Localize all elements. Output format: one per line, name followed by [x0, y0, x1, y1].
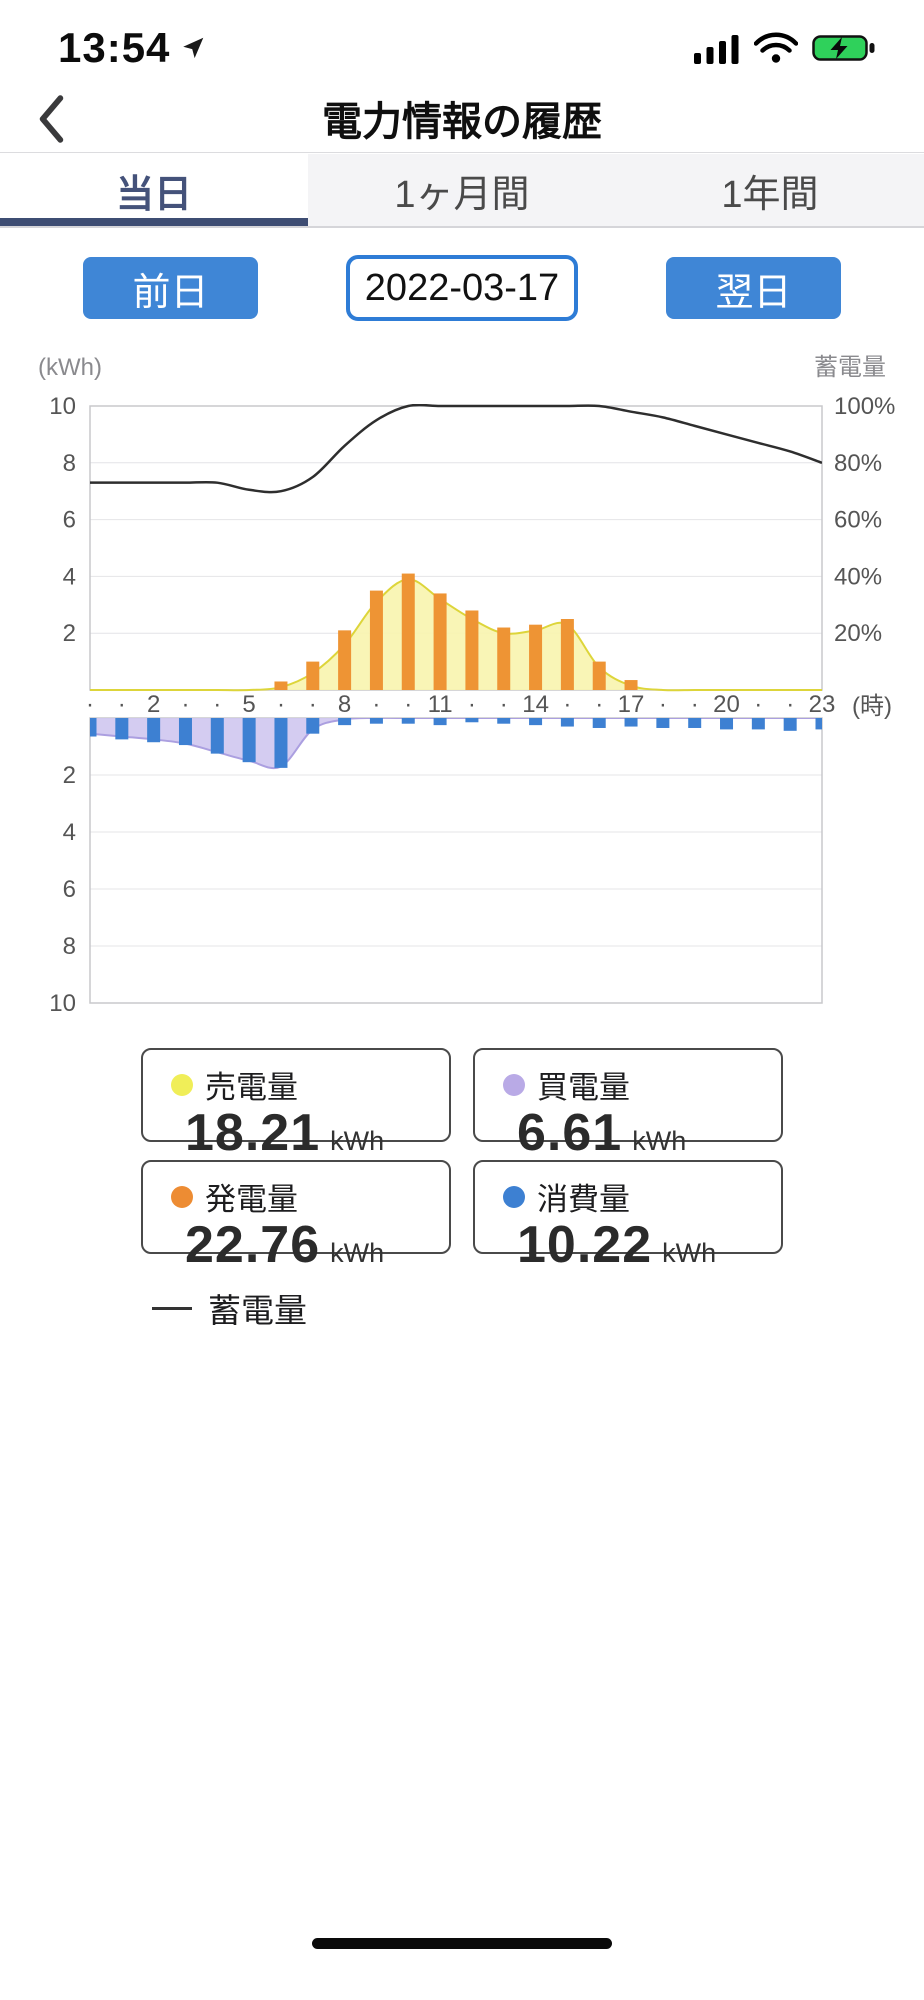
status-right [694, 32, 876, 64]
card-unit: kWh [330, 1126, 385, 1156]
card-value: 18.21 [185, 1104, 321, 1162]
svg-text:2: 2 [63, 762, 76, 789]
sold-dot-icon [171, 1073, 193, 1096]
card-value: 10.22 [517, 1216, 653, 1274]
card-value: 22.76 [185, 1216, 321, 1274]
svg-text:·: · [372, 691, 380, 718]
right-axis-title: 蓄電量 [814, 354, 886, 381]
series-sold-area [90, 578, 822, 692]
status-left: 13:54 [58, 24, 206, 72]
page-title: 電力情報の履歴 [322, 100, 602, 144]
svg-text:·: · [468, 691, 476, 718]
status-bar: 13:54 [0, 0, 924, 90]
prev-day-button[interactable]: 前日 [83, 257, 258, 319]
tab-bar: 当日 1ヶ月間 1年間 [0, 154, 924, 228]
series-consumption-bars [90, 718, 822, 768]
tab-one-month-label: 1ヶ月間 [394, 173, 530, 216]
svg-text:8: 8 [63, 450, 76, 477]
svg-text:20%: 20% [834, 620, 882, 647]
svg-text:2: 2 [147, 691, 160, 718]
svg-text:60%: 60% [834, 507, 882, 534]
tab-today-label: 当日 [115, 173, 192, 216]
svg-text:40%: 40% [834, 563, 882, 590]
generation-dot-icon [171, 1185, 193, 1208]
svg-text:2: 2 [63, 620, 76, 647]
svg-text:(時): (時) [852, 693, 892, 720]
svg-text:·: · [595, 691, 603, 718]
svg-text:·: · [500, 691, 508, 718]
consumption-dot-icon [503, 1185, 525, 1208]
left-axis-unit-label: (kWh) [38, 354, 102, 381]
card-unit: kWh [662, 1238, 717, 1268]
svg-text:·: · [86, 691, 94, 718]
battery-line-legend: 蓄電量 [152, 1284, 307, 1332]
svg-text:10: 10 [49, 990, 76, 1017]
summary-card-sold: 売電量 18.21 kWh [141, 1048, 451, 1162]
battery-line-icon [152, 1306, 192, 1310]
svg-text:20: 20 [713, 691, 740, 718]
svg-text:17: 17 [618, 691, 645, 718]
back-button[interactable] [26, 92, 76, 148]
purchased-dot-icon [503, 1073, 525, 1096]
svg-text:14: 14 [522, 691, 549, 718]
svg-text:·: · [182, 691, 190, 718]
card-value: 6.61 [517, 1104, 623, 1162]
svg-text:·: · [659, 691, 667, 718]
svg-text:·: · [754, 691, 762, 718]
status-time: 13:54 [58, 24, 171, 71]
summary-card-purchased: 買電量 6.61 kWh [473, 1048, 783, 1162]
svg-text:·: · [309, 691, 317, 718]
series-generation-bars [274, 573, 638, 690]
card-label: 消費量 [537, 1182, 630, 1217]
svg-text:4: 4 [63, 819, 76, 846]
location-icon [183, 37, 204, 59]
svg-text:8: 8 [338, 691, 351, 718]
tab-one-year[interactable]: 1年間 [616, 154, 924, 226]
svg-text:·: · [404, 691, 412, 718]
series-battery-line [90, 404, 822, 494]
date-input[interactable]: 2022-03-17 [346, 255, 578, 321]
card-label: 売電量 [205, 1070, 298, 1105]
battery-legend-label: 蓄電量 [208, 1292, 307, 1329]
next-day-button[interactable]: 翌日 [666, 257, 841, 319]
svg-text:4: 4 [63, 563, 76, 590]
svg-text:10: 10 [49, 393, 76, 420]
svg-text:·: · [118, 691, 126, 718]
card-label: 発電量 [205, 1182, 298, 1217]
svg-text:8: 8 [63, 933, 76, 960]
svg-text:6: 6 [63, 876, 76, 903]
summary-cards: 売電量 18.21 kWh 買電量 6.61 kWh 発電量 22.76 [141, 1048, 783, 1274]
tab-one-year-label: 1年間 [721, 173, 819, 216]
series-purchase-area [90, 718, 822, 770]
svg-text:100%: 100% [834, 393, 895, 420]
svg-text:11: 11 [428, 691, 453, 718]
wifi-icon [754, 32, 798, 63]
card-unit: kWh [632, 1126, 687, 1156]
svg-text:·: · [277, 691, 285, 718]
svg-text:6: 6 [63, 507, 76, 534]
tab-today[interactable]: 当日 [0, 154, 308, 226]
cellular-signal-icon [694, 35, 739, 64]
power-history-chart: (kWh) 蓄電量 2 4 6 8 10 20% 40% 60% 80% 100% · · 2 · · 5 · ·… [38, 354, 895, 1017]
svg-text:·: · [786, 691, 794, 718]
battery-charging-icon [812, 35, 875, 61]
tab-one-month[interactable]: 1ヶ月間 [308, 154, 616, 226]
svg-text:80%: 80% [834, 450, 882, 477]
back-chevron-icon [39, 94, 64, 143]
svg-text:·: · [691, 691, 699, 718]
home-indicator [312, 1938, 612, 1949]
svg-text:5: 5 [242, 691, 255, 718]
summary-card-generation: 発電量 22.76 kWh [141, 1160, 451, 1274]
svg-text:23: 23 [809, 691, 836, 718]
svg-text:·: · [563, 691, 571, 718]
card-label: 買電量 [537, 1070, 630, 1105]
card-unit: kWh [330, 1238, 385, 1268]
chart-layers: 2 4 6 8 10 20% 40% 60% 80% 100% · · 2 · · 5 · · 8 · · 11 · · 14 ·… [49, 393, 895, 1017]
svg-text:·: · [213, 691, 221, 718]
summary-card-consumption: 消費量 10.22 kWh [473, 1160, 783, 1274]
nav-bar: 電力情報の履歴 [0, 90, 924, 153]
date-controls: 前日 2022-03-17 翌日 [0, 255, 924, 321]
